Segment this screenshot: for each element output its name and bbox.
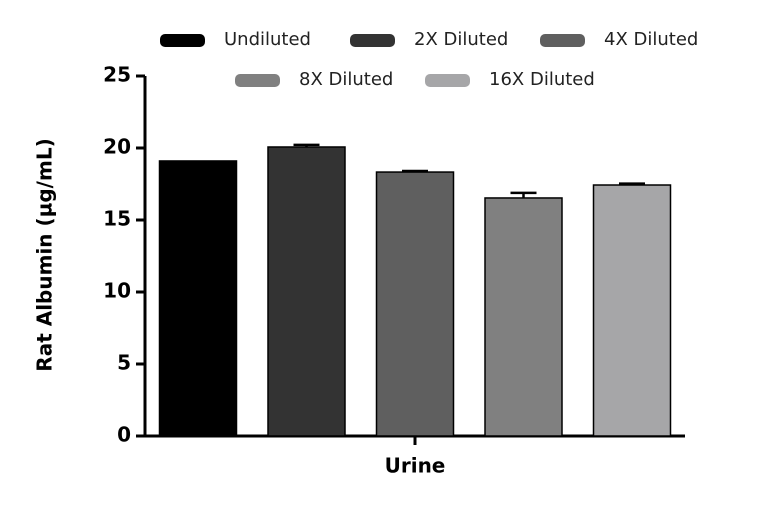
y-tick-label: 15 (103, 207, 131, 231)
error-bar (293, 143, 320, 147)
error-bar (619, 182, 645, 186)
bar (158, 160, 238, 437)
legend-swatch (425, 74, 470, 87)
error-bar (510, 191, 537, 198)
legend-label: Undiluted (224, 29, 311, 50)
legend-swatch (350, 34, 395, 47)
legend-label: 16X Diluted (489, 69, 595, 90)
y-tick-label: 5 (117, 351, 131, 375)
legend-swatch (160, 34, 205, 47)
legend-label: 4X Diluted (604, 29, 698, 50)
x-tick-label: Urine (385, 454, 446, 478)
y-tick-label: 10 (103, 279, 131, 303)
bar (375, 171, 455, 437)
bar (484, 197, 563, 437)
y-tick-label: 25 (103, 63, 131, 87)
y-tick-label: 20 (103, 135, 131, 159)
bar (592, 184, 672, 437)
legend-label: 2X Diluted (414, 29, 508, 50)
y-tick-label: 0 (117, 423, 131, 447)
bar (267, 146, 346, 437)
legend-swatch (540, 34, 585, 47)
error-bar (402, 169, 428, 173)
legend-label: 8X Diluted (299, 69, 393, 90)
y-axis-label: Rat Albumin (µg/mL) (33, 138, 57, 371)
legend-swatch (235, 74, 280, 87)
